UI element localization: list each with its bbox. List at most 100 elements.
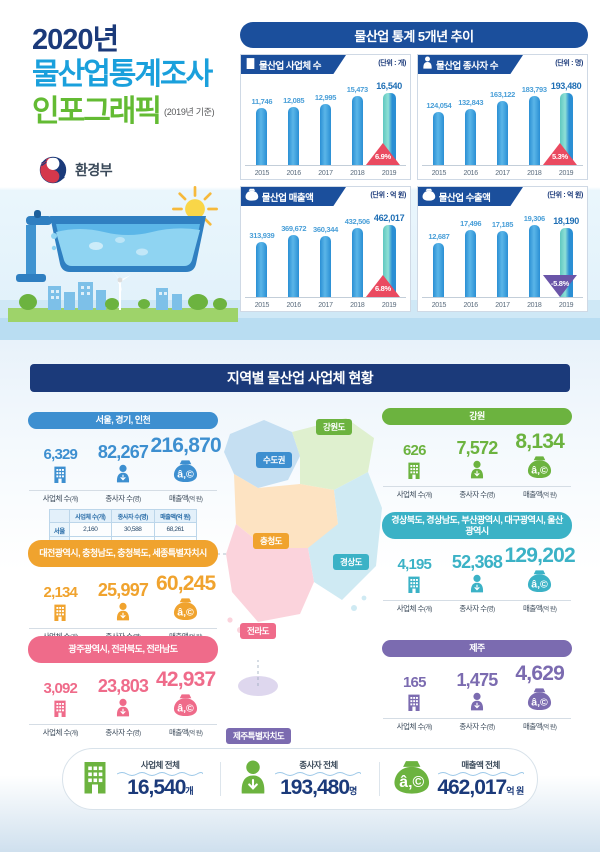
hero-section: 2020년 물산업통계조사 인포그래픽 (2019년 기준) 환경부 bbox=[0, 0, 600, 340]
total-text: 매출액 전체 462,017억 원 bbox=[437, 759, 524, 800]
chart-export: â‚© 물산업 수출액 (단위 : 억 원) 12,687 2015 17,496 20… bbox=[417, 186, 588, 312]
bar-year: 2018 bbox=[350, 170, 365, 177]
region-title: 제주 bbox=[382, 640, 572, 657]
region-stat-rev: 216,870 â‚© 매출액(억 원) bbox=[151, 435, 222, 504]
total-value: 193,480명 bbox=[280, 775, 357, 799]
person-icon bbox=[115, 464, 131, 488]
bar-column: 15,473 2018 bbox=[344, 74, 371, 177]
chart-title: 물산업 종사자 수 bbox=[436, 60, 498, 72]
bar-value: 12,085 bbox=[283, 96, 305, 106]
bar-value: 11,746 bbox=[251, 97, 273, 107]
region-rev-label: 매출액(억 원) bbox=[154, 490, 218, 504]
map-tag-jeju: 제주특별자치도 bbox=[226, 728, 292, 744]
bar-year: 2019 bbox=[381, 170, 397, 177]
bar-year: 2018 bbox=[527, 302, 542, 309]
wave-divider-icon bbox=[275, 771, 362, 776]
bar-value: 15,473 bbox=[346, 85, 368, 95]
bar-year: 2015 bbox=[254, 170, 270, 177]
region-stat-rev: 4,629 â‚© 매출액(억 원) bbox=[508, 663, 572, 732]
bar-column: 360,344 2017 bbox=[312, 206, 339, 309]
region-emp-label: 종사자 수(명) bbox=[445, 718, 509, 732]
chart-person: 물산업 종사자 수 (단위 : 명) 124,054 2015 132,843 2016… bbox=[417, 54, 588, 180]
ministry-block: 환경부 bbox=[38, 155, 113, 185]
building-icon bbox=[52, 603, 68, 626]
map-tag-jeolla: 전라도 bbox=[240, 623, 276, 639]
region-stat-rev: 42,937 â‚© 매출액(억 원) bbox=[154, 668, 218, 738]
table-col-header bbox=[49, 509, 70, 523]
region-rev-label: 매출액(억 원) bbox=[508, 486, 572, 500]
region-stat-rev: 129,202 â‚© 매출액(억 원) bbox=[505, 545, 576, 614]
region-rev-value: 42,937 bbox=[155, 668, 216, 691]
table-col-header: 종사자 수(명) bbox=[111, 509, 155, 523]
bar-column: 12,687 2015 bbox=[425, 206, 452, 309]
bar-value: 132,843 bbox=[458, 98, 484, 108]
region-card-gyeongsang: 경상북도, 경상남도, 부산광역시, 대구광역시, 울산광역시 4,195 사업체 … bbox=[382, 512, 576, 614]
bar-year: 2018 bbox=[527, 170, 542, 177]
moneybag-icon: â‚© bbox=[393, 759, 431, 800]
region-biz-value: 2,134 bbox=[43, 583, 78, 601]
region-emp-label: 종사자 수(명) bbox=[445, 600, 509, 614]
person-icon bbox=[115, 602, 131, 626]
region-stat-biz: 4,195 사업체 수(개) bbox=[382, 557, 446, 614]
bar-year: 2016 bbox=[286, 170, 302, 177]
building-icon bbox=[52, 699, 68, 722]
total-caption: 종사자 전체 bbox=[299, 759, 338, 770]
region-rev-value: 8,134 bbox=[515, 430, 564, 453]
person-icon bbox=[115, 698, 131, 722]
region-card-jeolla: 광주광역시, 전라북도, 전라남도 3,092 사업체 수(개) 23,803 종사자 … bbox=[28, 636, 218, 738]
table-cell: 68,261 bbox=[153, 522, 198, 537]
total-value: 462,017억 원 bbox=[437, 775, 524, 799]
person-icon bbox=[469, 692, 485, 716]
region-stats: 2,134사업체 수(개)25,997종사자 수(명)60,245â‚©매출액(… bbox=[28, 573, 218, 642]
chart-unit: (단위 : 명) bbox=[555, 60, 583, 67]
trend-panel-title: 물산업 통계 5개년 추이 bbox=[240, 22, 588, 48]
trend-panel: 물산업 통계 5개년 추이 물산업 사업체 수 (단위 : 개) 11,746 20… bbox=[240, 22, 588, 312]
region-biz-value: 3,092 bbox=[43, 679, 78, 697]
title-block: 2020년 물산업통계조사 인포그래픽 (2019년 기준) bbox=[32, 26, 242, 128]
region-stat-emp: 1,475 종사자 수(명) bbox=[445, 671, 509, 732]
bar-column: 369,672 2016 bbox=[280, 206, 307, 309]
table-cell: 2,160 bbox=[68, 522, 113, 537]
region-emp-value: 82,267 bbox=[97, 441, 149, 462]
moneybag-icon: â‚© bbox=[527, 455, 552, 484]
region-biz-label: 사업체 수(개) bbox=[28, 724, 92, 738]
bar-value: 12,687 bbox=[428, 231, 450, 241]
korea-map bbox=[196, 398, 406, 718]
chart-header: â‚© 물산업 매출액 (단위 : 억 원) bbox=[241, 187, 410, 206]
title-main: 물산업통계조사 bbox=[32, 58, 213, 91]
region-stats: 4,195 사업체 수(개) 52,368 종사자 수(명) 129,202 â‚© 매출액… bbox=[382, 545, 576, 614]
region-title: 경상북도, 경상남도, 부산광역시, 대구광역시, 울산광역시 bbox=[382, 512, 572, 539]
divider bbox=[220, 762, 222, 796]
region-rev-label: 매출액(억 원) bbox=[508, 600, 572, 614]
chart-building: 물산업 사업체 수 (단위 : 개) 11,746 2015 12,085 2016 12… bbox=[240, 54, 411, 180]
region-stats: 626 사업체 수(개) 7,572 종사자 수(명) 8,134 â‚© 매출액(억 원) bbox=[382, 431, 572, 500]
region-stat-biz: 3,092 사업체 수(개) bbox=[28, 679, 92, 738]
table-row: 서울 2,160 30,588 68,261 bbox=[49, 522, 198, 537]
table-col-header: 사업체 수(개) bbox=[68, 509, 113, 523]
chart-unit: (단위 : 억 원) bbox=[370, 192, 406, 199]
region-emp-value: 23,803 bbox=[97, 675, 149, 696]
bar-column: 163,122 2017 bbox=[489, 74, 516, 177]
region-section: 지역별 물산업 사업체 현황 bbox=[0, 340, 600, 852]
chart-unit: (단위 : 개) bbox=[378, 60, 406, 67]
bar-value: 18,190 bbox=[553, 216, 579, 227]
chart-header: â‚© 물산업 수출액 (단위 : 억 원) bbox=[418, 187, 587, 206]
chart-title: 물산업 사업체 수 bbox=[259, 60, 321, 72]
region-emp-label: 종사자 수(명) bbox=[91, 490, 155, 504]
chart-title-ribbon: 물산업 사업체 수 bbox=[241, 55, 346, 74]
person-icon bbox=[238, 759, 268, 800]
bar-year: 2015 bbox=[431, 170, 447, 177]
korea-map-svg bbox=[204, 418, 382, 696]
total-text: 종사자 전체 193,480명 bbox=[275, 759, 362, 800]
bar-year: 2017 bbox=[495, 302, 510, 309]
svg-text:â‚©: â‚© bbox=[425, 194, 434, 201]
table-cell: 서울 bbox=[49, 522, 70, 537]
region-title: 광주광역시, 전라북도, 전라남도 bbox=[28, 636, 218, 663]
trend-chart-grid: 물산업 사업체 수 (단위 : 개) 11,746 2015 12,085 2016 12… bbox=[240, 54, 588, 312]
chart-plot: 124,054 2015 132,843 2016 163,122 2017 183,793… bbox=[418, 74, 587, 179]
building-icon bbox=[406, 575, 422, 598]
bar-year: 2015 bbox=[254, 302, 270, 309]
bar-column: 132,843 2016 bbox=[457, 74, 484, 177]
total-item-building: 사업체 전체 16,540개 bbox=[63, 759, 220, 800]
